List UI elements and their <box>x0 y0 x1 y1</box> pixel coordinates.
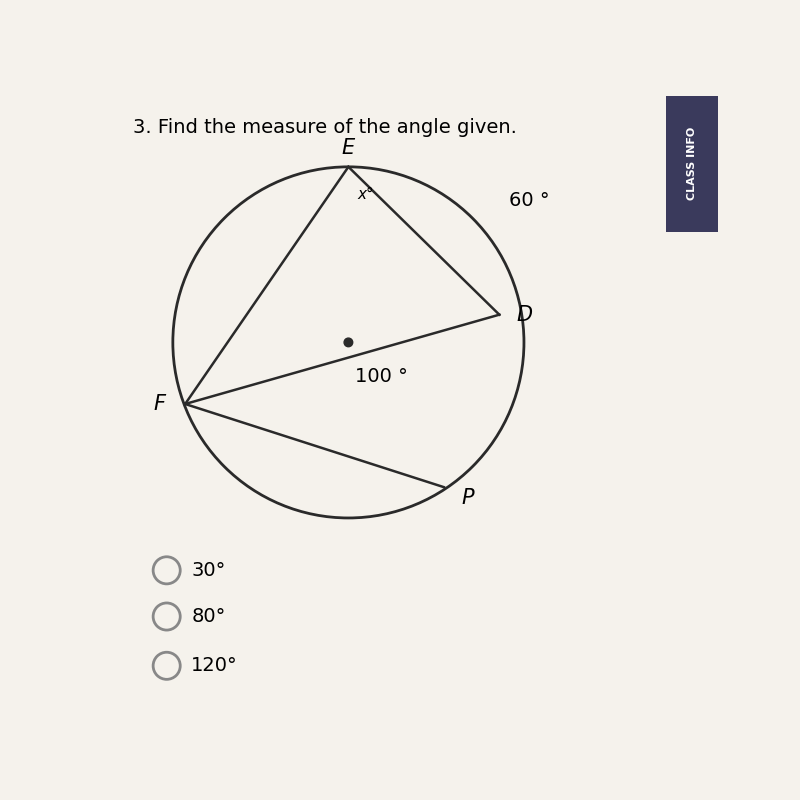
Text: D: D <box>517 305 533 325</box>
Text: 120°: 120° <box>191 656 238 675</box>
Text: x°: x° <box>358 187 374 202</box>
Text: 80°: 80° <box>191 607 226 626</box>
Text: CLASS INFO: CLASS INFO <box>687 127 697 200</box>
Circle shape <box>344 338 353 346</box>
Text: 3. Find the measure of the angle given.: 3. Find the measure of the angle given. <box>133 118 517 137</box>
Text: 30°: 30° <box>191 561 226 580</box>
Text: F: F <box>154 394 166 414</box>
Text: 60 °: 60 ° <box>509 191 549 210</box>
Text: P: P <box>461 488 474 508</box>
Text: E: E <box>342 138 355 158</box>
FancyBboxPatch shape <box>666 96 718 231</box>
Text: 100 °: 100 ° <box>354 366 407 386</box>
